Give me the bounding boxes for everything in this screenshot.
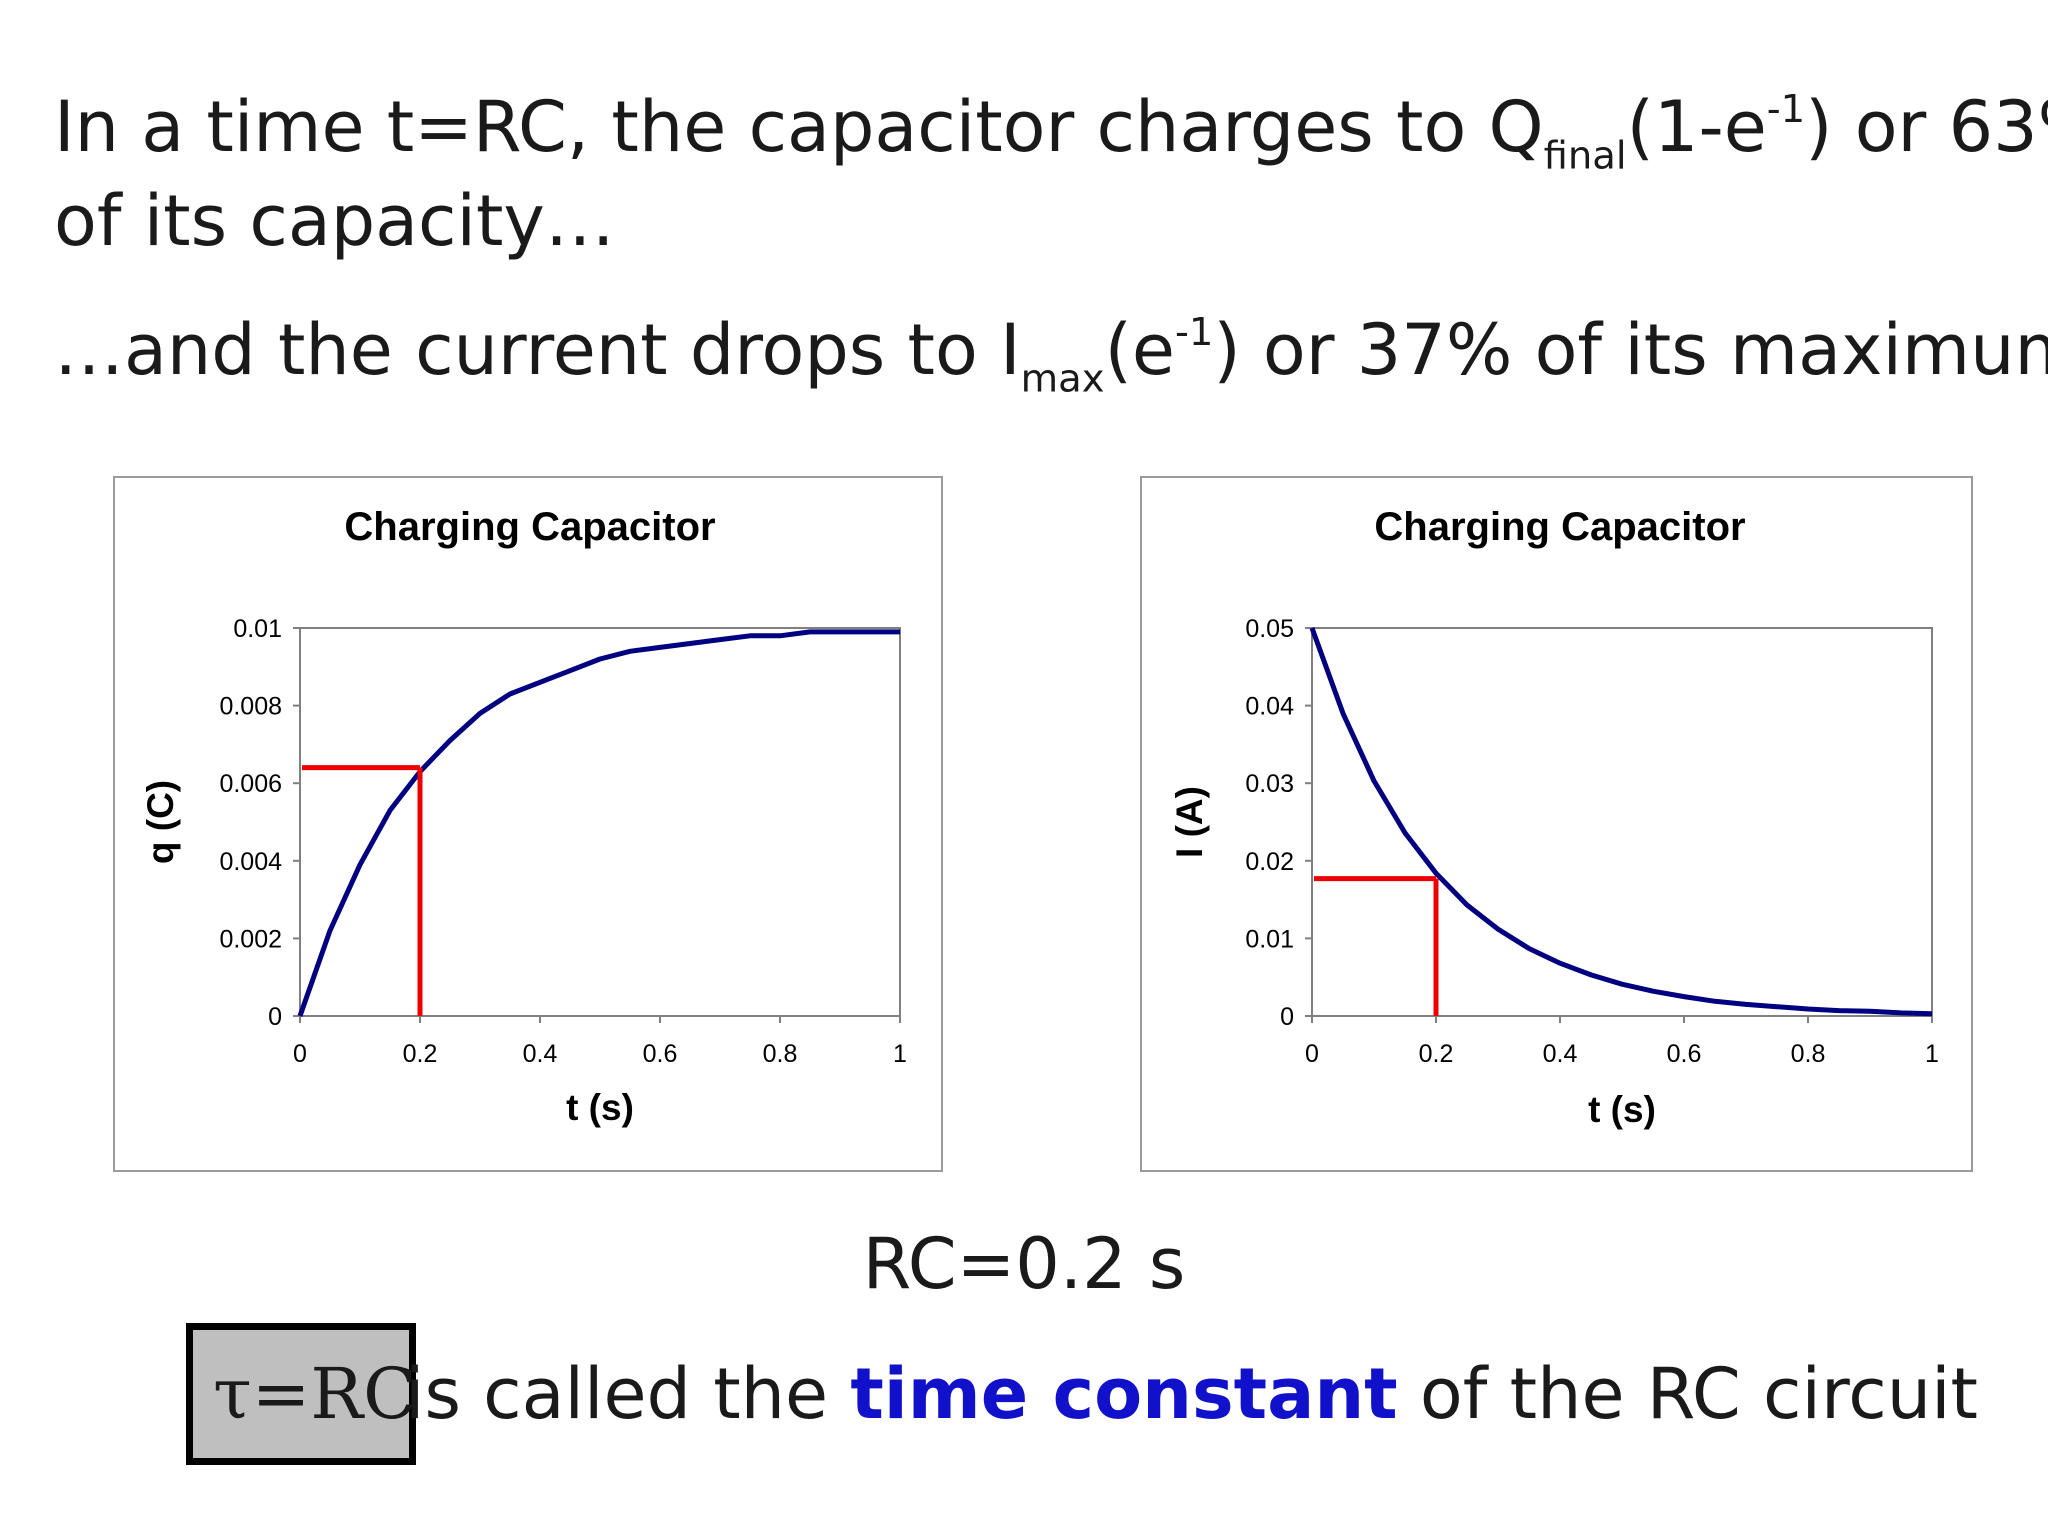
current-y-tick-label: 0.01 (1245, 925, 1294, 953)
line-3-before: …and the current drops to I (54, 309, 1021, 391)
line-3-text: …and the current drops to Imax(e-1) or 3… (54, 305, 2048, 398)
charge-y-tick-label: 0.008 (219, 693, 282, 721)
current-x-tick-label: 0.4 (1543, 1040, 1578, 1068)
charge-x-axis-title: t (s) (566, 1087, 634, 1128)
tau-label: τ=RC (213, 1353, 417, 1435)
line-2-text: of its capacity… (54, 180, 615, 262)
current-chart-svg: Charging Capacitor 0 0.01 0.02 0.03 0.04 0.05 0… (1169, 505, 1939, 1130)
current-x-axis-title: t (s) (1588, 1089, 1656, 1130)
q-final-subscript: final (1543, 133, 1627, 179)
charge-x-tick-label: 1 (893, 1040, 907, 1068)
charge-y-tick-label: 0.01 (233, 615, 282, 643)
current-chart-title: Charging Capacitor (1374, 505, 1745, 549)
line-1-after: ) or 63% (1805, 86, 2048, 168)
charge-y-tick-label: 0.004 (219, 848, 282, 876)
charge-x-tick-label: 0.6 (643, 1040, 678, 1068)
current-y-tick-label: 0 (1280, 1003, 1294, 1031)
current-y-tick-label: 0.02 (1245, 848, 1294, 876)
charge-chart: Charging Capacitor 0 0.002 0.004 0.006 0.008 0… (113, 476, 943, 1172)
current-y-axis-title: I (A) (1169, 786, 1210, 858)
i-max-subscript: max (1020, 356, 1105, 402)
charge-y-tick-label: 0 (268, 1003, 282, 1031)
current-y-tick-label: 0.05 (1245, 615, 1294, 643)
line-3-after: ) or 37% of its maximum. (1213, 309, 2048, 391)
charge-x-tick-label: 0.8 (763, 1040, 798, 1068)
rc-value-text: RC=0.2 s (862, 1223, 1186, 1305)
charge-x-tick-label: 0.2 (403, 1040, 438, 1068)
line-3-mid: (e (1104, 309, 1175, 391)
current-y-tick-label: 0.04 (1245, 693, 1294, 721)
charge-data-curve (297, 629, 900, 1017)
current-x-tick-label: 1 (1925, 1040, 1939, 1068)
current-x-tick-label: 0.2 (1419, 1040, 1454, 1068)
current-x-tick-label: 0.8 (1791, 1040, 1826, 1068)
charge-y-tick-label: 0.006 (219, 770, 282, 798)
charge-y-axis-title: q (C) (140, 780, 181, 864)
line-3-exponent: -1 (1174, 310, 1214, 356)
current-x-tick-label: 0.6 (1667, 1040, 1702, 1068)
charge-x-tick-label: 0 (293, 1040, 307, 1068)
charge-chart-svg: Charging Capacitor 0 0.002 0.004 0.006 0.008 0… (140, 505, 907, 1128)
sentence-before: is called the (405, 1353, 851, 1435)
time-constant-highlight: time constant (850, 1353, 1398, 1435)
current-chart: Charging Capacitor 0 0.01 0.02 0.03 0.04 0.05 0… (1140, 476, 1973, 1172)
charge-y-tick-label: 0.002 (219, 925, 282, 953)
line-1-mid: (1-e (1626, 86, 1767, 168)
charge-plot-area (299, 627, 901, 1017)
line-1-before: In a time t=RC, the capacitor charges to… (54, 86, 1544, 168)
current-y-tick-label: 0.03 (1245, 770, 1294, 798)
tau-box (186, 1323, 416, 1465)
current-plot-area (1311, 627, 1933, 1017)
current-data-curve (1309, 627, 1933, 1017)
line-1-exponent: -1 (1766, 87, 1806, 133)
current-x-tick-label: 0 (1305, 1040, 1319, 1068)
sentence-after: of the RC circuit (1397, 1353, 1978, 1435)
line-1-heading: In a time t=RC, the capacitor charges to… (54, 82, 2048, 175)
time-constant-sentence: is called the time constant of the RC ci… (405, 1352, 1978, 1436)
charge-x-tick-label: 0.4 (523, 1040, 558, 1068)
charge-chart-title: Charging Capacitor (344, 505, 715, 549)
